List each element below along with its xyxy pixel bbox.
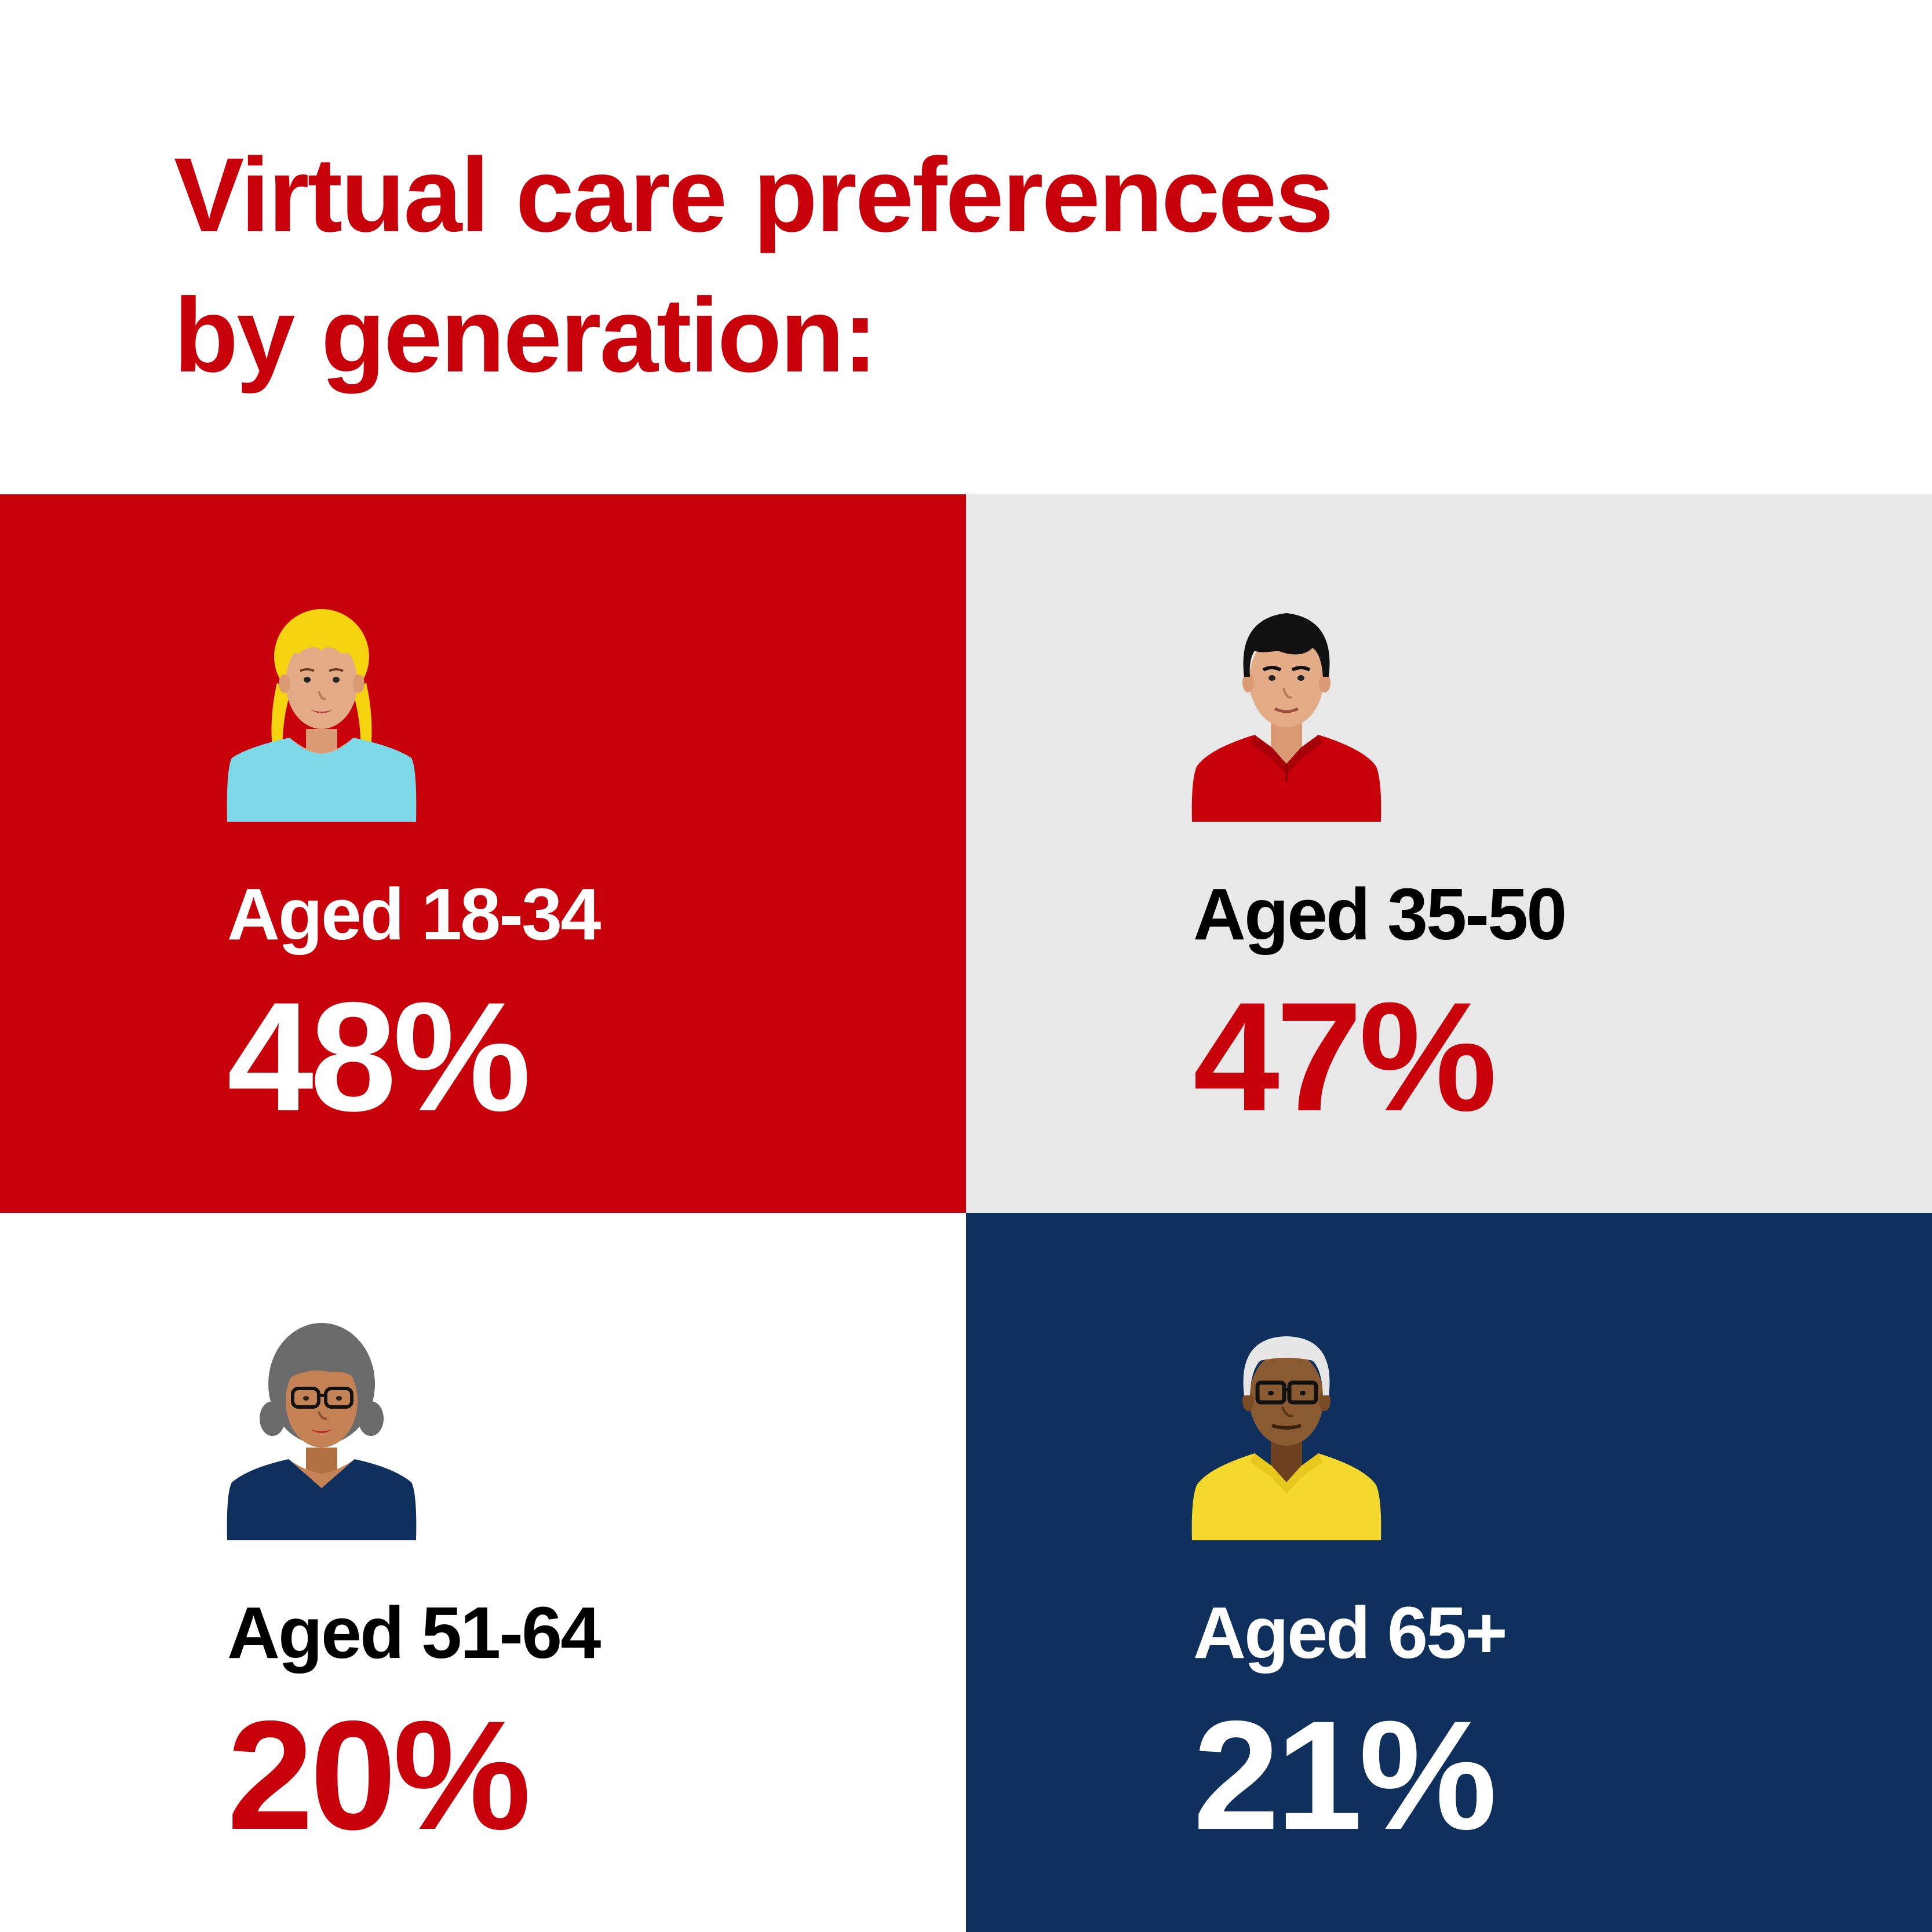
age-group-label: Aged 65+ [1193, 1592, 1508, 1674]
age-group-label: Aged 51-64 [227, 1592, 601, 1674]
generation-tile-65-plus: Aged 65+ 21% [966, 1213, 1932, 1932]
generation-tile-18-34: Aged 18-34 48% [0, 494, 966, 1213]
man-black-hair-red-shirt-icon [1191, 596, 1382, 822]
percentage-value: 47% [1193, 969, 1497, 1143]
woman-gray-hair-glasses-icon [226, 1314, 417, 1540]
generation-tile-51-64: Aged 51-64 20% [0, 1213, 966, 1931]
young-woman-blonde-hair-icon [226, 596, 417, 822]
older-man-white-hair-glasses-icon [1191, 1314, 1382, 1540]
percentage-value: 48% [227, 969, 531, 1143]
age-group-label: Aged 35-50 [1193, 873, 1567, 955]
age-group-label: Aged 18-34 [227, 873, 601, 955]
page-title: Virtual care preferences by generation: [174, 125, 1796, 405]
title-line-1: Virtual care preferences [174, 136, 1334, 254]
percentage-value: 21% [1193, 1688, 1497, 1862]
title-line-2: by generation: [174, 276, 878, 394]
generation-tile-35-50: Aged 35-50 47% [966, 494, 1932, 1213]
percentage-value: 20% [227, 1688, 531, 1862]
